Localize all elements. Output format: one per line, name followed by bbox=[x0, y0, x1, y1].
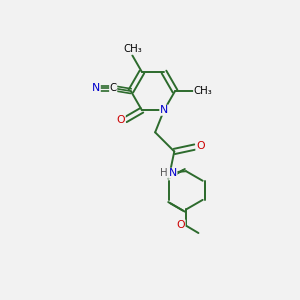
Text: CH₃: CH₃ bbox=[123, 44, 142, 54]
Text: O: O bbox=[196, 141, 205, 151]
Text: H: H bbox=[160, 168, 167, 178]
Text: N: N bbox=[160, 105, 168, 115]
Text: O: O bbox=[176, 220, 185, 230]
Text: C: C bbox=[110, 82, 117, 93]
Text: N: N bbox=[92, 82, 100, 93]
Text: N: N bbox=[169, 168, 177, 178]
Text: O: O bbox=[117, 115, 125, 125]
Text: CH₃: CH₃ bbox=[194, 86, 212, 96]
